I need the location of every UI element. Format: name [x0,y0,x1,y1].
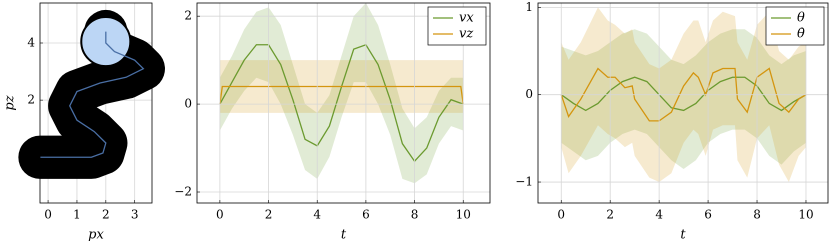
x-tick-label: 2 [265,208,273,222]
x-tick-label: 10 [798,208,813,222]
y-tick-label: 0 [525,87,533,101]
legend-label: θ̇ [797,27,805,42]
series-line [219,85,464,105]
x-tick-label: 6 [704,208,712,222]
x-tick-label: 2 [102,208,110,222]
x-tick-label: 8 [753,208,761,222]
axes-frame [537,2,829,204]
y-tick-label: −1 [515,175,533,189]
y-tick-label: 4 [27,36,35,50]
x-tick-label: 6 [362,208,370,222]
x-tick-label: 0 [557,208,565,222]
legend-label: vx [459,11,474,26]
x-tick-label: 0 [44,208,52,222]
y-axis-label: pz [3,95,18,110]
legend-label: vz [459,27,473,42]
x-axis-label: px [88,228,104,243]
axes: 0 1 2 3 2 4 px pz [3,2,165,243]
plot-area [219,3,464,184]
y-tick-label: 0 [184,97,192,111]
x-tick-label: 10 [456,208,471,222]
x-tick-label: 4 [313,208,321,222]
confidence-band [219,3,464,184]
x-tick-label: 2 [606,208,614,222]
x-tick-label: 8 [411,208,419,222]
y-tick-label: 2 [184,9,192,23]
x-tick-label: 0 [216,208,224,222]
axes-frame [196,2,491,204]
x-tick-label: 3 [131,208,139,222]
y-tick-label: 1 [525,0,533,14]
confidence-band [561,29,806,169]
axes-frame [39,2,153,204]
legend-box [427,6,487,46]
series-line [560,76,807,112]
x-axis-label: t [680,228,686,243]
y-tick-label: −2 [174,185,192,199]
y-tick-label: 2 [27,93,35,107]
legend-label: θ [797,11,805,26]
x-axis-label: t [341,228,347,243]
axes: 0 2 4 6 8 10 −1 0 1 t θθ̇ [515,0,829,243]
x-tick-label: 4 [655,208,663,222]
legend-box [765,6,825,46]
series-line [40,31,145,158]
x-tick-label: 1 [73,208,81,222]
